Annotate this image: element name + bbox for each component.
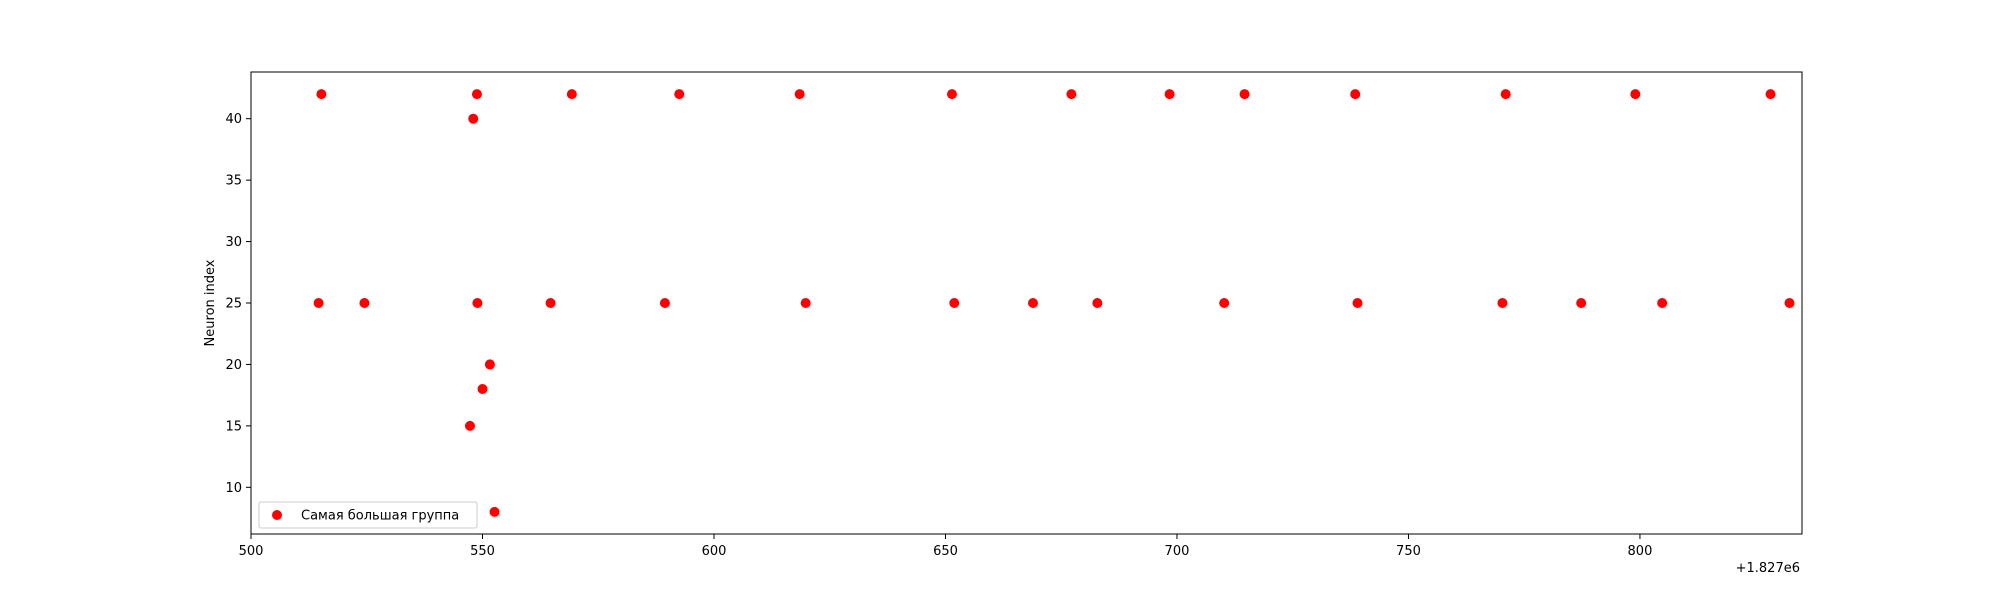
scatter-point (1164, 89, 1175, 100)
legend-entry: Самая большая группа (301, 509, 459, 524)
x-offset-label: +1.827e6 (1736, 561, 1800, 576)
scatter-point (1765, 89, 1776, 100)
scatter-point (1352, 298, 1363, 308)
legend-box (258, 501, 478, 529)
y-tick-label: 10 (225, 481, 242, 496)
scatter-point (472, 298, 483, 308)
scatter-point (949, 298, 960, 308)
y-axis-label: Neuron index (203, 259, 218, 346)
y-tick-label: 25 (225, 297, 242, 312)
scatter-point (794, 89, 805, 100)
y-tick-label: 15 (225, 419, 242, 434)
x-tick-label: 750 (1396, 544, 1421, 559)
scatter-point (464, 420, 475, 431)
scatter-point (489, 506, 500, 517)
scatter-points (313, 89, 1795, 517)
scatter-point (1066, 89, 1077, 100)
scatter-point (1350, 89, 1361, 100)
scatter-point (566, 89, 577, 100)
scatter-point (1219, 298, 1230, 308)
y-tick-label: 35 (225, 174, 242, 189)
scatter-point (1630, 89, 1641, 100)
scatter-point (1239, 89, 1250, 100)
scatter-point (468, 113, 479, 124)
scatter-point (471, 89, 482, 100)
scatter-point (1500, 89, 1511, 100)
scatter-point (800, 298, 811, 308)
scatter-point (1784, 298, 1795, 308)
y-tick-label: 20 (225, 358, 242, 373)
x-tick-label: 800 (1628, 544, 1653, 559)
y-tick-label: 40 (225, 112, 242, 127)
scatter-point (674, 89, 685, 100)
scatter-point (316, 89, 327, 100)
scatter-point (1497, 298, 1508, 308)
scatter-point (946, 89, 957, 100)
scatter-point (1657, 298, 1668, 308)
scatter-point (1027, 298, 1038, 308)
scatter-point (1576, 298, 1587, 308)
scatter-point (1092, 298, 1103, 308)
x-tick-label: 500 (239, 544, 264, 559)
scatter-point (477, 384, 488, 395)
x-tick-label: 700 (1165, 544, 1190, 559)
x-tick-label: 600 (702, 544, 727, 559)
scatter-point (359, 298, 370, 308)
legend-marker (272, 510, 282, 520)
x-tick-label: 650 (933, 544, 958, 559)
x-tick-label: 550 (470, 544, 495, 559)
scatter-point (659, 298, 670, 308)
scatter-point (545, 298, 556, 308)
scatter-point (313, 298, 324, 308)
y-tick-label: 30 (225, 235, 242, 250)
axes: 500 550 600 650 700 750 800 10 15 20 25 30 35 40 (225, 71, 1803, 559)
scatter-point (484, 359, 495, 370)
legend: Самая большая группа (258, 501, 478, 529)
